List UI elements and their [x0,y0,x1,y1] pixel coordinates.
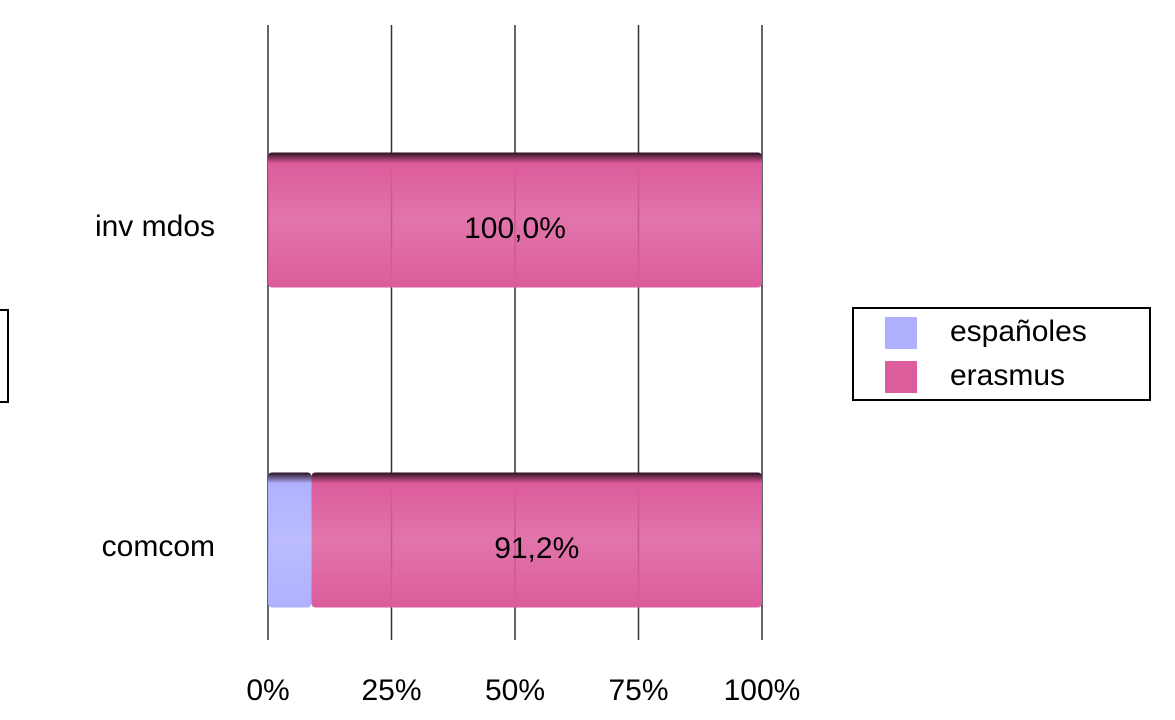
x-tick-label: 25% [361,674,421,707]
legend-swatch [885,361,917,393]
x-tick-label: 100% [724,674,801,707]
x-tick-label: 0% [246,674,289,707]
legend-swatch [885,317,917,349]
value-label: 100,0% [464,212,566,245]
stray-box [0,309,9,403]
bar-segment [268,472,312,608]
x-tick-label: 75% [608,674,668,707]
x-tick-label: 50% [485,674,545,707]
legend-label: españoles [950,315,1087,348]
legend-label: erasmus [950,359,1065,392]
category-label: comcom [102,530,215,563]
bar-segment [268,152,762,288]
category-label: inv mdos [95,210,215,243]
bar-segment [311,472,762,608]
value-label: 91,2% [494,532,579,565]
